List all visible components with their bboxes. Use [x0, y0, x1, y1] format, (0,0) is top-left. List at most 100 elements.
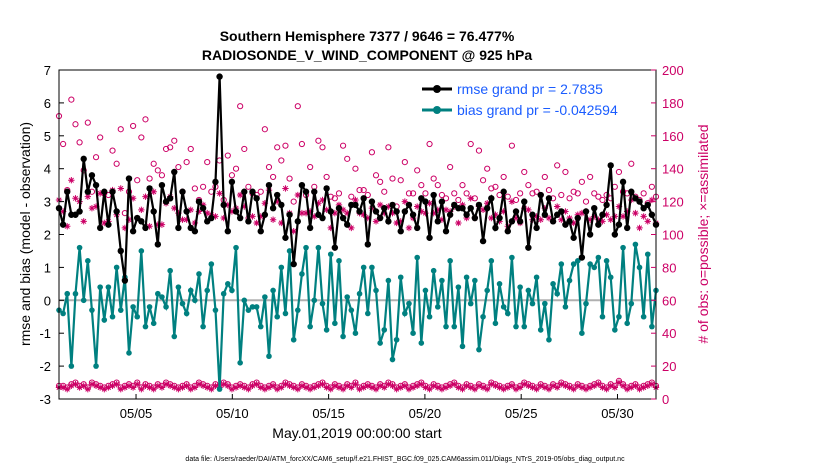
obs-assimilated-point: [372, 218, 380, 225]
obs-low-assimilated-point: [442, 384, 450, 391]
chart-title: Southern Hemisphere 7377 / 9646 = 76.477…: [220, 28, 515, 44]
obs-possible-point: [76, 139, 83, 146]
bias-point: [295, 307, 301, 313]
obs-assimilated-point: [212, 213, 219, 220]
obs-assimilated-point: [595, 216, 602, 223]
x-label: May.01,2019 00:00:00 start: [272, 425, 442, 441]
rmse-point: [442, 228, 450, 235]
obs-possible-point: [628, 160, 635, 167]
x-tick-label: 05/20: [409, 406, 442, 421]
rmse-point: [372, 208, 380, 215]
rmse-point: [302, 188, 310, 195]
bias-point: [500, 304, 507, 310]
obs-low-assimilated-point: [479, 384, 487, 391]
obs-assimilated-point: [455, 219, 462, 227]
obs-assimilated-point: [269, 216, 277, 223]
rmse-point: [150, 208, 157, 215]
rmse-point: [327, 208, 334, 215]
bias-point: [101, 317, 108, 323]
rmse-point: [607, 162, 614, 169]
rmse-point: [335, 204, 343, 212]
obs-low-assimilated-point: [109, 382, 116, 390]
rmse-point: [282, 234, 289, 241]
obs-possible-point: [150, 160, 157, 167]
bias-point: [443, 323, 449, 330]
obs-assimilated-point: [241, 203, 248, 210]
obs-low-assimilated-point: [319, 380, 326, 388]
y-tick-label-right: 140: [662, 162, 684, 177]
bias-point: [447, 258, 453, 264]
bias-point: [389, 356, 396, 363]
obs-assimilated-point: [315, 200, 322, 207]
rmse-point: [471, 214, 479, 222]
obs-assimilated-point: [171, 204, 178, 212]
rmse-point: [166, 195, 174, 202]
rmse-point: [496, 214, 503, 222]
obs-assimilated-point: [327, 224, 334, 232]
bias-point: [385, 277, 392, 284]
obs-possible-point: [467, 140, 474, 148]
obs-low-assimilated-point: [372, 385, 380, 393]
rmse-point: [409, 211, 417, 218]
obs-low-assimilated-point: [154, 382, 162, 390]
rmse-point: [591, 204, 598, 212]
bias-point: [196, 271, 202, 277]
rmse-point: [344, 221, 351, 228]
y-tick-label-right: 0: [662, 392, 669, 407]
series-rmse: [55, 73, 660, 284]
obs-assimilated-point: [319, 196, 326, 204]
obs-low-assimilated-point: [397, 384, 404, 391]
bias-point: [356, 290, 363, 297]
bias-point: [418, 340, 425, 346]
obs-possible-point: [228, 172, 236, 179]
bias-point: [319, 300, 326, 307]
obs-assimilated-point: [418, 208, 425, 215]
obs-possible-point: [68, 96, 75, 103]
rmse-point: [199, 204, 207, 212]
rmse-point: [269, 204, 277, 212]
obs-assimilated-point: [331, 209, 339, 217]
obs-low-assimilated-point: [459, 385, 466, 393]
rmse-point: [80, 155, 87, 163]
bias-point: [332, 320, 338, 327]
obs-low-assimilated-point: [195, 380, 203, 388]
obs-low-assimilated-point: [599, 384, 606, 391]
obs-assimilated-point: [393, 219, 400, 227]
obs-low-assimilated-point: [331, 382, 339, 390]
obs-possible-point: [422, 190, 429, 197]
y-tick-label-right: 120: [662, 195, 684, 210]
rmse-point: [249, 188, 256, 195]
obs-low-assimilated-point: [138, 385, 145, 393]
rmse-point: [121, 277, 129, 284]
bias-point: [138, 248, 145, 254]
obs-low-assimilated-point: [348, 384, 355, 391]
obs-assimilated-point: [467, 195, 474, 202]
rmse-point: [220, 201, 227, 209]
obs-low-assimilated-point: [68, 382, 75, 390]
obs-possible-point: [541, 173, 548, 181]
bias-point: [159, 294, 165, 300]
obs-low-assimilated-point: [623, 385, 631, 393]
obs-possible-point: [130, 122, 137, 130]
obs-possible-point: [578, 178, 585, 185]
bias-point: [97, 284, 103, 290]
bias-point: [204, 287, 211, 294]
obs-possible-point: [566, 195, 573, 202]
chart-subtitle: RADIOSONDE_V_WIND_COMPONENT @ 925 hPa: [202, 47, 532, 63]
rmse-point: [113, 208, 120, 215]
obs-possible-point: [97, 134, 104, 141]
legend: rmse grand pr = 2.7835 bias grand pr = -…: [422, 81, 618, 118]
obs-possible-point: [335, 190, 343, 197]
obs-low-assimilated-point: [294, 385, 301, 393]
obs-assimilated-point: [512, 214, 520, 222]
bias-point: [134, 313, 141, 320]
bias-point: [509, 254, 515, 261]
rmse-point: [125, 175, 133, 182]
bias-point: [142, 323, 149, 330]
bias-point: [216, 386, 223, 392]
bias-point: [517, 284, 523, 290]
rmse-point: [360, 195, 367, 202]
rmse-point: [611, 231, 619, 238]
obs-possible-point: [323, 173, 330, 181]
obs-low-assimilated-point: [204, 384, 211, 391]
